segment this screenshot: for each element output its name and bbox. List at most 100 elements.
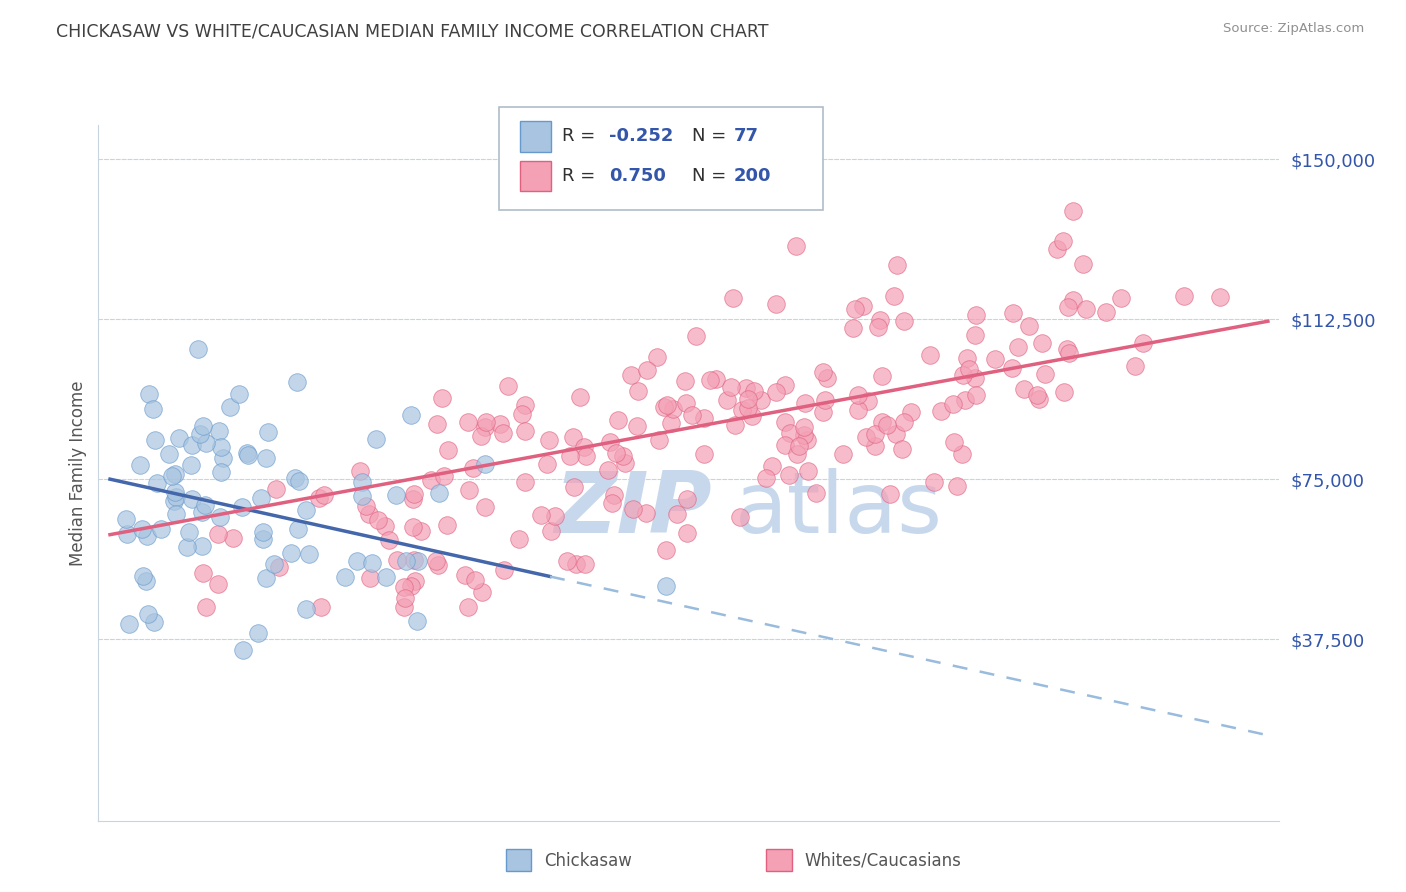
Point [385, 488, 408, 502]
Point [194, 498, 217, 512]
Point [741, 409, 763, 423]
Point [773, 438, 796, 452]
Point [165, 507, 187, 521]
Point [399, 408, 422, 422]
Point [420, 473, 443, 487]
Point [247, 626, 270, 640]
Point [269, 559, 291, 574]
Point [232, 643, 254, 657]
Point [285, 375, 308, 389]
Point [163, 494, 186, 508]
Point [457, 415, 479, 429]
Point [844, 301, 866, 316]
Point [228, 387, 250, 401]
Point [876, 418, 898, 433]
Point [681, 408, 703, 422]
Point [515, 424, 537, 438]
Point [359, 571, 381, 585]
Point [143, 434, 166, 448]
Point [636, 363, 658, 377]
Point [786, 447, 808, 461]
Point [1052, 235, 1074, 249]
Point [402, 487, 425, 501]
Point [392, 600, 415, 615]
Point [409, 524, 432, 538]
Point [157, 447, 180, 461]
Point [865, 439, 887, 453]
Point [855, 430, 877, 444]
Point [401, 579, 423, 593]
Point [179, 524, 201, 539]
Point [869, 313, 891, 327]
Point [565, 558, 588, 572]
Point [655, 398, 678, 412]
Point [675, 526, 697, 541]
Point [950, 447, 973, 461]
Point [492, 426, 515, 441]
Point [471, 585, 494, 599]
Text: Whites/Caucasians: Whites/Caucasians [804, 852, 962, 870]
Text: N =: N = [692, 128, 731, 145]
Point [866, 320, 889, 334]
Point [1074, 302, 1097, 317]
Point [349, 464, 371, 478]
Text: Chickasaw: Chickasaw [544, 852, 633, 870]
Point [957, 362, 980, 376]
Point [360, 556, 382, 570]
Point [513, 398, 536, 412]
Point [288, 475, 311, 489]
Point [562, 480, 585, 494]
Point [405, 615, 427, 629]
Point [309, 600, 332, 615]
Point [607, 412, 630, 426]
Point [207, 576, 229, 591]
Point [773, 378, 796, 392]
Point [295, 502, 318, 516]
Point [252, 524, 274, 539]
Point [402, 552, 425, 566]
Point [194, 600, 217, 615]
Point [194, 436, 217, 450]
Point [730, 403, 752, 417]
Point [191, 539, 214, 553]
Point [621, 502, 644, 516]
Point [716, 392, 738, 407]
Point [257, 425, 280, 439]
Point [209, 440, 232, 454]
Point [796, 433, 818, 447]
Point [742, 384, 765, 398]
Point [1052, 384, 1074, 399]
Point [685, 329, 707, 343]
Point [425, 554, 447, 568]
Point [728, 509, 751, 524]
Point [433, 468, 456, 483]
Point [515, 475, 537, 490]
Point [1132, 335, 1154, 350]
Point [636, 506, 658, 520]
Point [1056, 342, 1078, 356]
Point [212, 450, 235, 465]
Point [605, 446, 627, 460]
Point [956, 351, 979, 366]
Point [1012, 382, 1035, 396]
Point [704, 372, 727, 386]
Point [890, 442, 912, 457]
Point [755, 471, 778, 485]
Point [408, 553, 430, 567]
Point [765, 384, 787, 399]
Point [953, 392, 976, 407]
Point [488, 417, 510, 432]
Point [647, 433, 669, 447]
Point [797, 464, 820, 478]
Point [165, 490, 187, 504]
Point [474, 458, 496, 472]
Point [308, 491, 330, 505]
Point [207, 526, 229, 541]
Point [374, 570, 396, 584]
Point [463, 460, 485, 475]
Point [540, 524, 562, 539]
Point [655, 543, 678, 558]
Point [231, 500, 253, 515]
Point [1026, 388, 1049, 402]
Point [676, 492, 699, 507]
